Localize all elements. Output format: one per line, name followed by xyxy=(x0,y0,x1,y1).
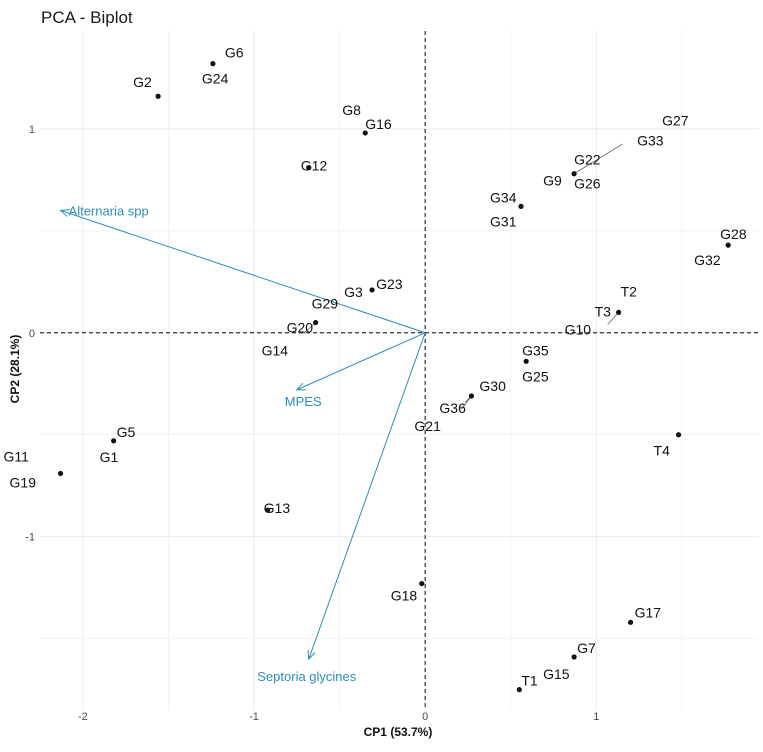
point-label: G16 xyxy=(365,116,392,132)
y-tick-label: 0 xyxy=(29,328,35,340)
point-label: G22 xyxy=(574,152,601,168)
point-label: G13 xyxy=(264,500,291,516)
point-label: G35 xyxy=(522,342,549,358)
point-label: G33 xyxy=(637,133,664,149)
point-label: G2 xyxy=(133,74,152,90)
y-tick-label: -1 xyxy=(25,532,35,544)
data-point xyxy=(419,580,425,587)
data-point xyxy=(571,654,577,660)
point-label: G15 xyxy=(543,666,570,682)
point-label: G23 xyxy=(376,276,403,292)
point-label: G1 xyxy=(100,449,119,465)
data-point xyxy=(306,165,312,171)
tick-labels: -2 -1 0 1 -1 0 1 xyxy=(25,124,599,723)
point-label: G28 xyxy=(720,226,747,242)
data-point xyxy=(57,470,64,477)
loading-arrow xyxy=(308,332,426,660)
point-label: G8 xyxy=(342,102,361,118)
data-point xyxy=(523,358,529,364)
chart-title: PCA - Biplot xyxy=(41,8,133,27)
point-label: G25 xyxy=(522,368,549,384)
data-point xyxy=(725,242,731,248)
data-point xyxy=(155,93,161,99)
loading-label: Septoria glycines xyxy=(257,669,356,684)
loading-arrowhead xyxy=(59,209,70,217)
data-point xyxy=(369,287,375,293)
data-point xyxy=(628,619,634,625)
point-label: G17 xyxy=(635,604,662,620)
loading-arrow xyxy=(296,332,426,391)
loading-label: MPES xyxy=(285,394,322,409)
data-point xyxy=(518,203,524,209)
point-label: T1 xyxy=(521,673,538,689)
point-label: G18 xyxy=(391,588,418,604)
data-point xyxy=(265,507,271,513)
point-label: G31 xyxy=(490,213,517,229)
point-label: T3 xyxy=(595,303,612,319)
data-point xyxy=(516,687,522,693)
point-label: G29 xyxy=(312,296,339,312)
loading-arrowhead xyxy=(295,382,306,391)
x-axis-title: CP1 (53.7%) xyxy=(364,725,433,739)
data-point xyxy=(468,393,474,399)
point-label: G30 xyxy=(479,378,506,394)
point-label: G9 xyxy=(543,173,562,189)
data-point xyxy=(616,309,622,315)
x-tick-label: -1 xyxy=(249,711,259,723)
point-label: G32 xyxy=(694,252,721,268)
point-label: G20 xyxy=(287,320,314,336)
point-label: G14 xyxy=(262,343,289,359)
point-label: G12 xyxy=(301,158,328,174)
loading-arrow xyxy=(60,209,426,334)
point-label: G10 xyxy=(565,321,592,337)
point-label: G36 xyxy=(439,400,466,416)
point-label: G19 xyxy=(10,474,37,490)
data-point xyxy=(571,171,577,177)
reference-lines xyxy=(40,31,759,710)
x-tick-label: 1 xyxy=(593,711,599,723)
point-label: G26 xyxy=(574,176,601,192)
data-point xyxy=(210,61,216,67)
point-label: T4 xyxy=(654,443,671,459)
label-connector xyxy=(573,143,623,175)
data-point xyxy=(675,432,682,438)
point-label: G3 xyxy=(344,284,363,300)
loading-arrowhead xyxy=(307,650,316,661)
label-connector xyxy=(607,312,619,325)
data-point xyxy=(362,130,368,136)
point-label: G34 xyxy=(490,189,517,205)
x-tick-label: 0 xyxy=(422,711,428,723)
label-connector xyxy=(303,322,316,334)
x-tick-label: -2 xyxy=(78,711,88,723)
point-label: G11 xyxy=(4,448,30,464)
data-point xyxy=(313,319,319,326)
loading-arrows: Alternaria spp MPES Septoria glycines xyxy=(59,203,426,684)
point-label: G21 xyxy=(414,418,441,434)
label-connector xyxy=(461,395,472,410)
point-label: T2 xyxy=(621,283,638,299)
point-label: G24 xyxy=(202,71,229,87)
y-tick-label: 1 xyxy=(29,124,35,136)
y-axis-title: CP2 (28.1%) xyxy=(8,335,22,404)
data-points xyxy=(57,61,731,693)
point-label: G6 xyxy=(225,45,244,61)
point-label: G27 xyxy=(662,113,689,129)
data-point xyxy=(111,438,117,444)
point-label: G5 xyxy=(117,424,136,440)
loading-label: Alternaria spp xyxy=(69,203,149,218)
point-label: G7 xyxy=(577,640,596,656)
